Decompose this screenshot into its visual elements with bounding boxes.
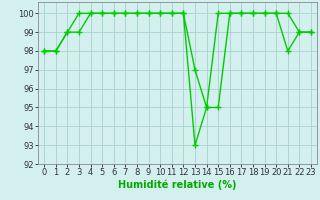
X-axis label: Humidité relative (%): Humidité relative (%) [118, 180, 237, 190]
